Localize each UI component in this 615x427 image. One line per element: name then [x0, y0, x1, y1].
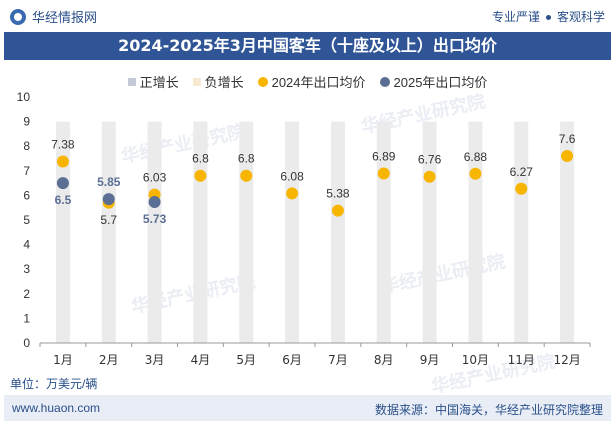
legend-label-2024: 2024年出口均价 — [271, 75, 366, 90]
data-label-2024: 5.38 — [326, 187, 350, 201]
y-tick-label: 2 — [23, 287, 30, 301]
data-label-2024: 6.76 — [418, 153, 442, 167]
separator-dot-icon — [545, 15, 551, 21]
background-bar — [560, 121, 575, 343]
y-tick-label: 0 — [23, 336, 30, 350]
brand: 华经情报网 — [10, 7, 97, 26]
background-bar — [285, 121, 300, 343]
tagline-left: 专业严谨 — [491, 10, 540, 24]
chart-title: 2024-2025年3月中国客车（十座及以上）出口均价 — [4, 32, 611, 60]
point-2024 — [331, 204, 344, 217]
legend-item-negative: 负增长 — [192, 72, 244, 91]
legend-swatch-positive — [127, 77, 136, 86]
x-tick-label: 6月 — [282, 353, 302, 367]
y-tick-label: 9 — [23, 115, 30, 129]
x-tick-label: 1月 — [53, 353, 73, 367]
point-2024 — [561, 150, 574, 163]
data-label-2024: 5.7 — [100, 213, 117, 227]
x-tick-label: 9月 — [420, 353, 440, 367]
point-2024 — [469, 167, 482, 180]
point-2024 — [515, 182, 528, 195]
legend-label-negative: 负增长 — [204, 75, 244, 90]
point-2025 — [56, 177, 69, 190]
data-label-2024: 6.27 — [510, 165, 534, 179]
y-tick-label: 10 — [17, 90, 31, 104]
chart-legend: 正增长 负增长 2024年出口均价 2025年出口均价 — [0, 72, 615, 91]
legend-item-positive: 正增长 — [127, 72, 179, 91]
point-2024 — [286, 187, 299, 200]
background-bar — [101, 121, 116, 343]
y-tick-label: 5 — [23, 213, 30, 227]
data-label-2024: 6.89 — [372, 150, 396, 164]
data-label-2024: 7.38 — [51, 137, 75, 151]
y-tick-label: 6 — [23, 188, 30, 202]
data-label-2025: 5.85 — [97, 175, 121, 189]
point-2024 — [194, 169, 207, 182]
legend-swatch-2025 — [379, 76, 390, 87]
legend-swatch-negative — [192, 77, 201, 86]
tagline: 专业严谨 客观科学 — [492, 8, 605, 25]
tagline-right: 客观科学 — [556, 10, 605, 24]
x-tick-label: 12月 — [553, 353, 580, 367]
footer: www.huaon.com 数据来源：中国海关，华经产业研究院整理 — [4, 395, 611, 421]
background-bar — [514, 121, 529, 343]
data-label-2025: 6.5 — [55, 193, 72, 207]
data-label-2024: 6.03 — [143, 171, 167, 185]
y-tick-label: 7 — [23, 164, 30, 178]
footer-source: 数据来源：中国海关，华经产业研究院整理 — [374, 403, 603, 417]
background-bar — [55, 121, 70, 343]
point-2025 — [148, 196, 161, 209]
x-tick-label: 3月 — [145, 353, 165, 367]
x-tick-label: 7月 — [328, 353, 348, 367]
x-tick-label: 11月 — [508, 353, 535, 367]
y-tick-label: 3 — [23, 262, 30, 276]
data-label-2025: 5.73 — [143, 212, 167, 226]
top-bar: 华经情报网 专业严谨 客观科学 — [0, 0, 615, 32]
x-tick-label: 10月 — [462, 353, 489, 367]
point-2024 — [423, 170, 436, 183]
background-bar — [147, 121, 162, 343]
x-tick-label: 4月 — [191, 353, 211, 367]
data-label-2024: 6.88 — [464, 150, 488, 164]
legend-item-2025: 2025年出口均价 — [379, 72, 488, 91]
data-label-2024: 6.8 — [238, 152, 255, 166]
y-tick-label: 1 — [23, 311, 30, 325]
legend-swatch-2024 — [257, 76, 268, 87]
background-bar — [330, 121, 345, 343]
point-2024 — [56, 155, 69, 168]
x-tick-label: 2月 — [99, 353, 119, 367]
y-tick-label: 4 — [23, 238, 30, 252]
legend-label-positive: 正增长 — [139, 75, 179, 90]
brand-logo-icon — [10, 8, 26, 25]
brand-name: 华经情报网 — [32, 10, 98, 25]
point-2025 — [102, 193, 115, 206]
legend-item-2024: 2024年出口均价 — [257, 72, 366, 91]
unit-label: 单位：万美元/辆 — [10, 377, 98, 391]
legend-label-2025: 2025年出口均价 — [393, 75, 488, 90]
data-label-2024: 6.8 — [192, 152, 209, 166]
x-tick-label: 5月 — [236, 353, 256, 367]
data-label-2024: 6.08 — [280, 169, 304, 183]
point-2024 — [377, 167, 390, 180]
x-tick-label: 8月 — [374, 353, 394, 367]
y-tick-label: 8 — [23, 139, 30, 153]
point-2024 — [240, 169, 253, 182]
footer-website: www.huaon.com — [12, 401, 101, 415]
data-label-2024: 7.6 — [559, 132, 576, 146]
